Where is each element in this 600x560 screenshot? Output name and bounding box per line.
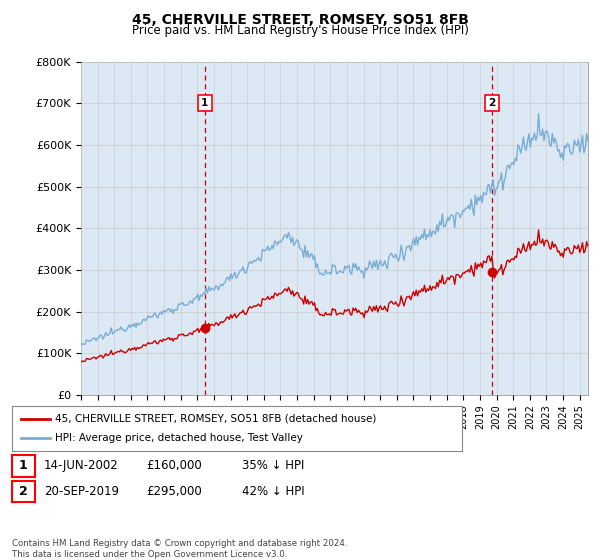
Text: 35% ↓ HPI: 35% ↓ HPI: [242, 459, 304, 473]
Text: 20-SEP-2019: 20-SEP-2019: [44, 485, 119, 498]
Text: 2: 2: [19, 485, 28, 498]
Text: Contains HM Land Registry data © Crown copyright and database right 2024.
This d: Contains HM Land Registry data © Crown c…: [12, 539, 347, 559]
Text: 45, CHERVILLE STREET, ROMSEY, SO51 8FB (detached house): 45, CHERVILLE STREET, ROMSEY, SO51 8FB (…: [55, 413, 376, 423]
Text: £295,000: £295,000: [146, 485, 202, 498]
Text: 1: 1: [201, 98, 208, 108]
Text: £160,000: £160,000: [146, 459, 202, 473]
Text: Price paid vs. HM Land Registry's House Price Index (HPI): Price paid vs. HM Land Registry's House …: [131, 24, 469, 38]
Text: 1: 1: [19, 459, 28, 473]
Text: HPI: Average price, detached house, Test Valley: HPI: Average price, detached house, Test…: [55, 433, 302, 444]
Text: 45, CHERVILLE STREET, ROMSEY, SO51 8FB: 45, CHERVILLE STREET, ROMSEY, SO51 8FB: [131, 13, 469, 27]
Text: 42% ↓ HPI: 42% ↓ HPI: [242, 485, 304, 498]
Text: 14-JUN-2002: 14-JUN-2002: [44, 459, 119, 473]
Text: 2: 2: [488, 98, 496, 108]
